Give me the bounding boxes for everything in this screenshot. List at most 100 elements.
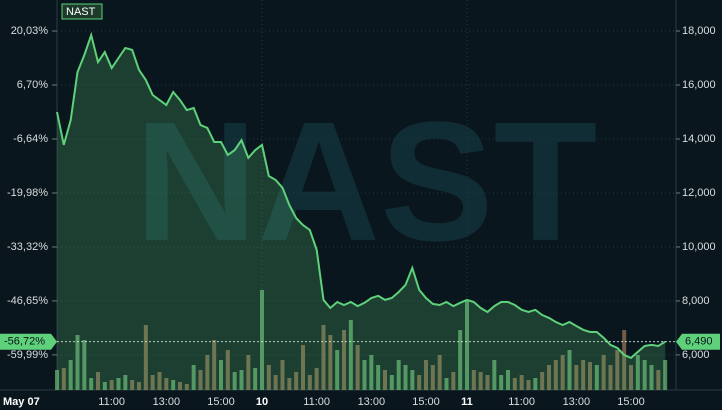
volume-bar: [663, 360, 668, 390]
y-tick-label: -6,64%: [13, 133, 48, 145]
x-tick-label: 10: [256, 396, 268, 408]
y2-tick-label: 18,000: [682, 25, 716, 37]
volume-bar: [301, 345, 305, 390]
volume-bar: [164, 378, 169, 390]
volume-bar: [424, 360, 428, 390]
volume-bar: [307, 375, 312, 390]
volume-bar: [574, 365, 579, 390]
volume-bar: [444, 378, 449, 390]
volume-bar: [205, 355, 210, 390]
volume-bar: [615, 350, 620, 390]
volume-bar: [342, 330, 346, 390]
volume-bar: [294, 372, 299, 390]
y-tick-label: 20,03%: [11, 25, 49, 37]
volume-bar: [581, 360, 586, 390]
volume-bar: [198, 370, 203, 390]
x-tick-label: May 07: [3, 396, 40, 408]
volume-bar: [75, 335, 80, 390]
price-line: [56, 31, 666, 360]
volume-bar: [191, 365, 196, 390]
volume-bar: [178, 382, 182, 390]
x-tick-label: 11:00: [508, 396, 535, 408]
volume-bar: [383, 370, 387, 390]
volume-bar: [102, 382, 107, 390]
x-tick-label: 11:00: [98, 396, 125, 408]
volume-bar: [451, 372, 456, 390]
volume-bar: [328, 335, 333, 390]
volume-bar: [601, 355, 606, 390]
volume-bar: [61, 368, 66, 390]
volume-bar: [246, 355, 251, 390]
volume-bar: [656, 370, 661, 390]
volume-bar: [123, 375, 128, 390]
volume-bar: [260, 290, 264, 390]
x-tick-label: 11:00: [303, 396, 330, 408]
volume-bar: [519, 375, 524, 390]
volume-bar: [594, 365, 599, 390]
volume-bar: [171, 380, 176, 390]
x-tick-label: 15:00: [412, 396, 440, 408]
volume-bar: [499, 375, 504, 390]
volume-bar: [96, 372, 100, 390]
x-tick-label: 13:00: [153, 396, 181, 408]
volume-bar: [588, 362, 592, 390]
volume-bar: [109, 380, 114, 390]
volume-bar: [239, 370, 244, 390]
volume-bar: [89, 378, 94, 390]
volume-bar: [567, 350, 572, 390]
volume-bar: [485, 375, 490, 390]
volume-bar: [253, 368, 258, 390]
volume-bar: [150, 375, 155, 390]
y-tick-label: -19,98%: [7, 187, 48, 199]
x-tick-label: 13:00: [358, 396, 386, 408]
volume-bar: [321, 325, 326, 390]
volume-bar: [608, 365, 613, 390]
volume-bar: [82, 340, 87, 390]
y-tick-label: 6,70%: [17, 79, 48, 91]
watermark: NAST: [135, 87, 598, 277]
volume-bar: [649, 365, 654, 390]
last-price-label: 6,490: [685, 336, 713, 348]
volume-bar: [225, 350, 230, 390]
price-area: [57, 35, 666, 390]
last-price-tag: [676, 333, 720, 350]
volume-bar: [273, 375, 278, 390]
volume-bar: [212, 340, 217, 390]
volume-bar: [55, 370, 59, 390]
x-tick-label: 15:00: [207, 396, 235, 408]
volume-bar: [266, 365, 271, 390]
volume-bar: [287, 378, 292, 390]
volume-bar: [355, 345, 360, 390]
volume-bar: [629, 365, 633, 390]
volume-bar: [348, 320, 353, 390]
volume-bar: [137, 382, 141, 390]
x-tick-label: 15:00: [617, 396, 645, 408]
volume-bar: [547, 365, 551, 390]
legend-box: [61, 3, 103, 20]
volume-bar: [410, 370, 415, 390]
volume-bar: [506, 370, 510, 390]
y-tick-label: -59,99%: [7, 349, 48, 361]
volume-bar: [396, 360, 401, 390]
volume-bar: [314, 368, 319, 390]
volume-bar: [403, 365, 408, 390]
volume-bar: [157, 372, 162, 390]
volume-bar: [219, 360, 223, 390]
volume-bar: [492, 360, 497, 390]
volume-bar: [369, 355, 374, 390]
y-tick-label: -33,32%: [7, 241, 48, 253]
volume-bar: [232, 372, 237, 390]
volume-bar: [478, 372, 483, 390]
volume-bar: [280, 360, 285, 390]
volume-bar: [430, 365, 435, 390]
volume-bar: [642, 360, 647, 390]
volume-bar: [335, 350, 340, 390]
y2-tick-label: 14,000: [682, 133, 716, 145]
x-tick-label: 13:00: [563, 396, 591, 408]
volume-bar: [389, 375, 394, 390]
volume-bar: [540, 372, 545, 390]
volume-bar: [130, 380, 135, 390]
volume-bar: [553, 360, 558, 390]
volume-bar: [622, 330, 627, 390]
